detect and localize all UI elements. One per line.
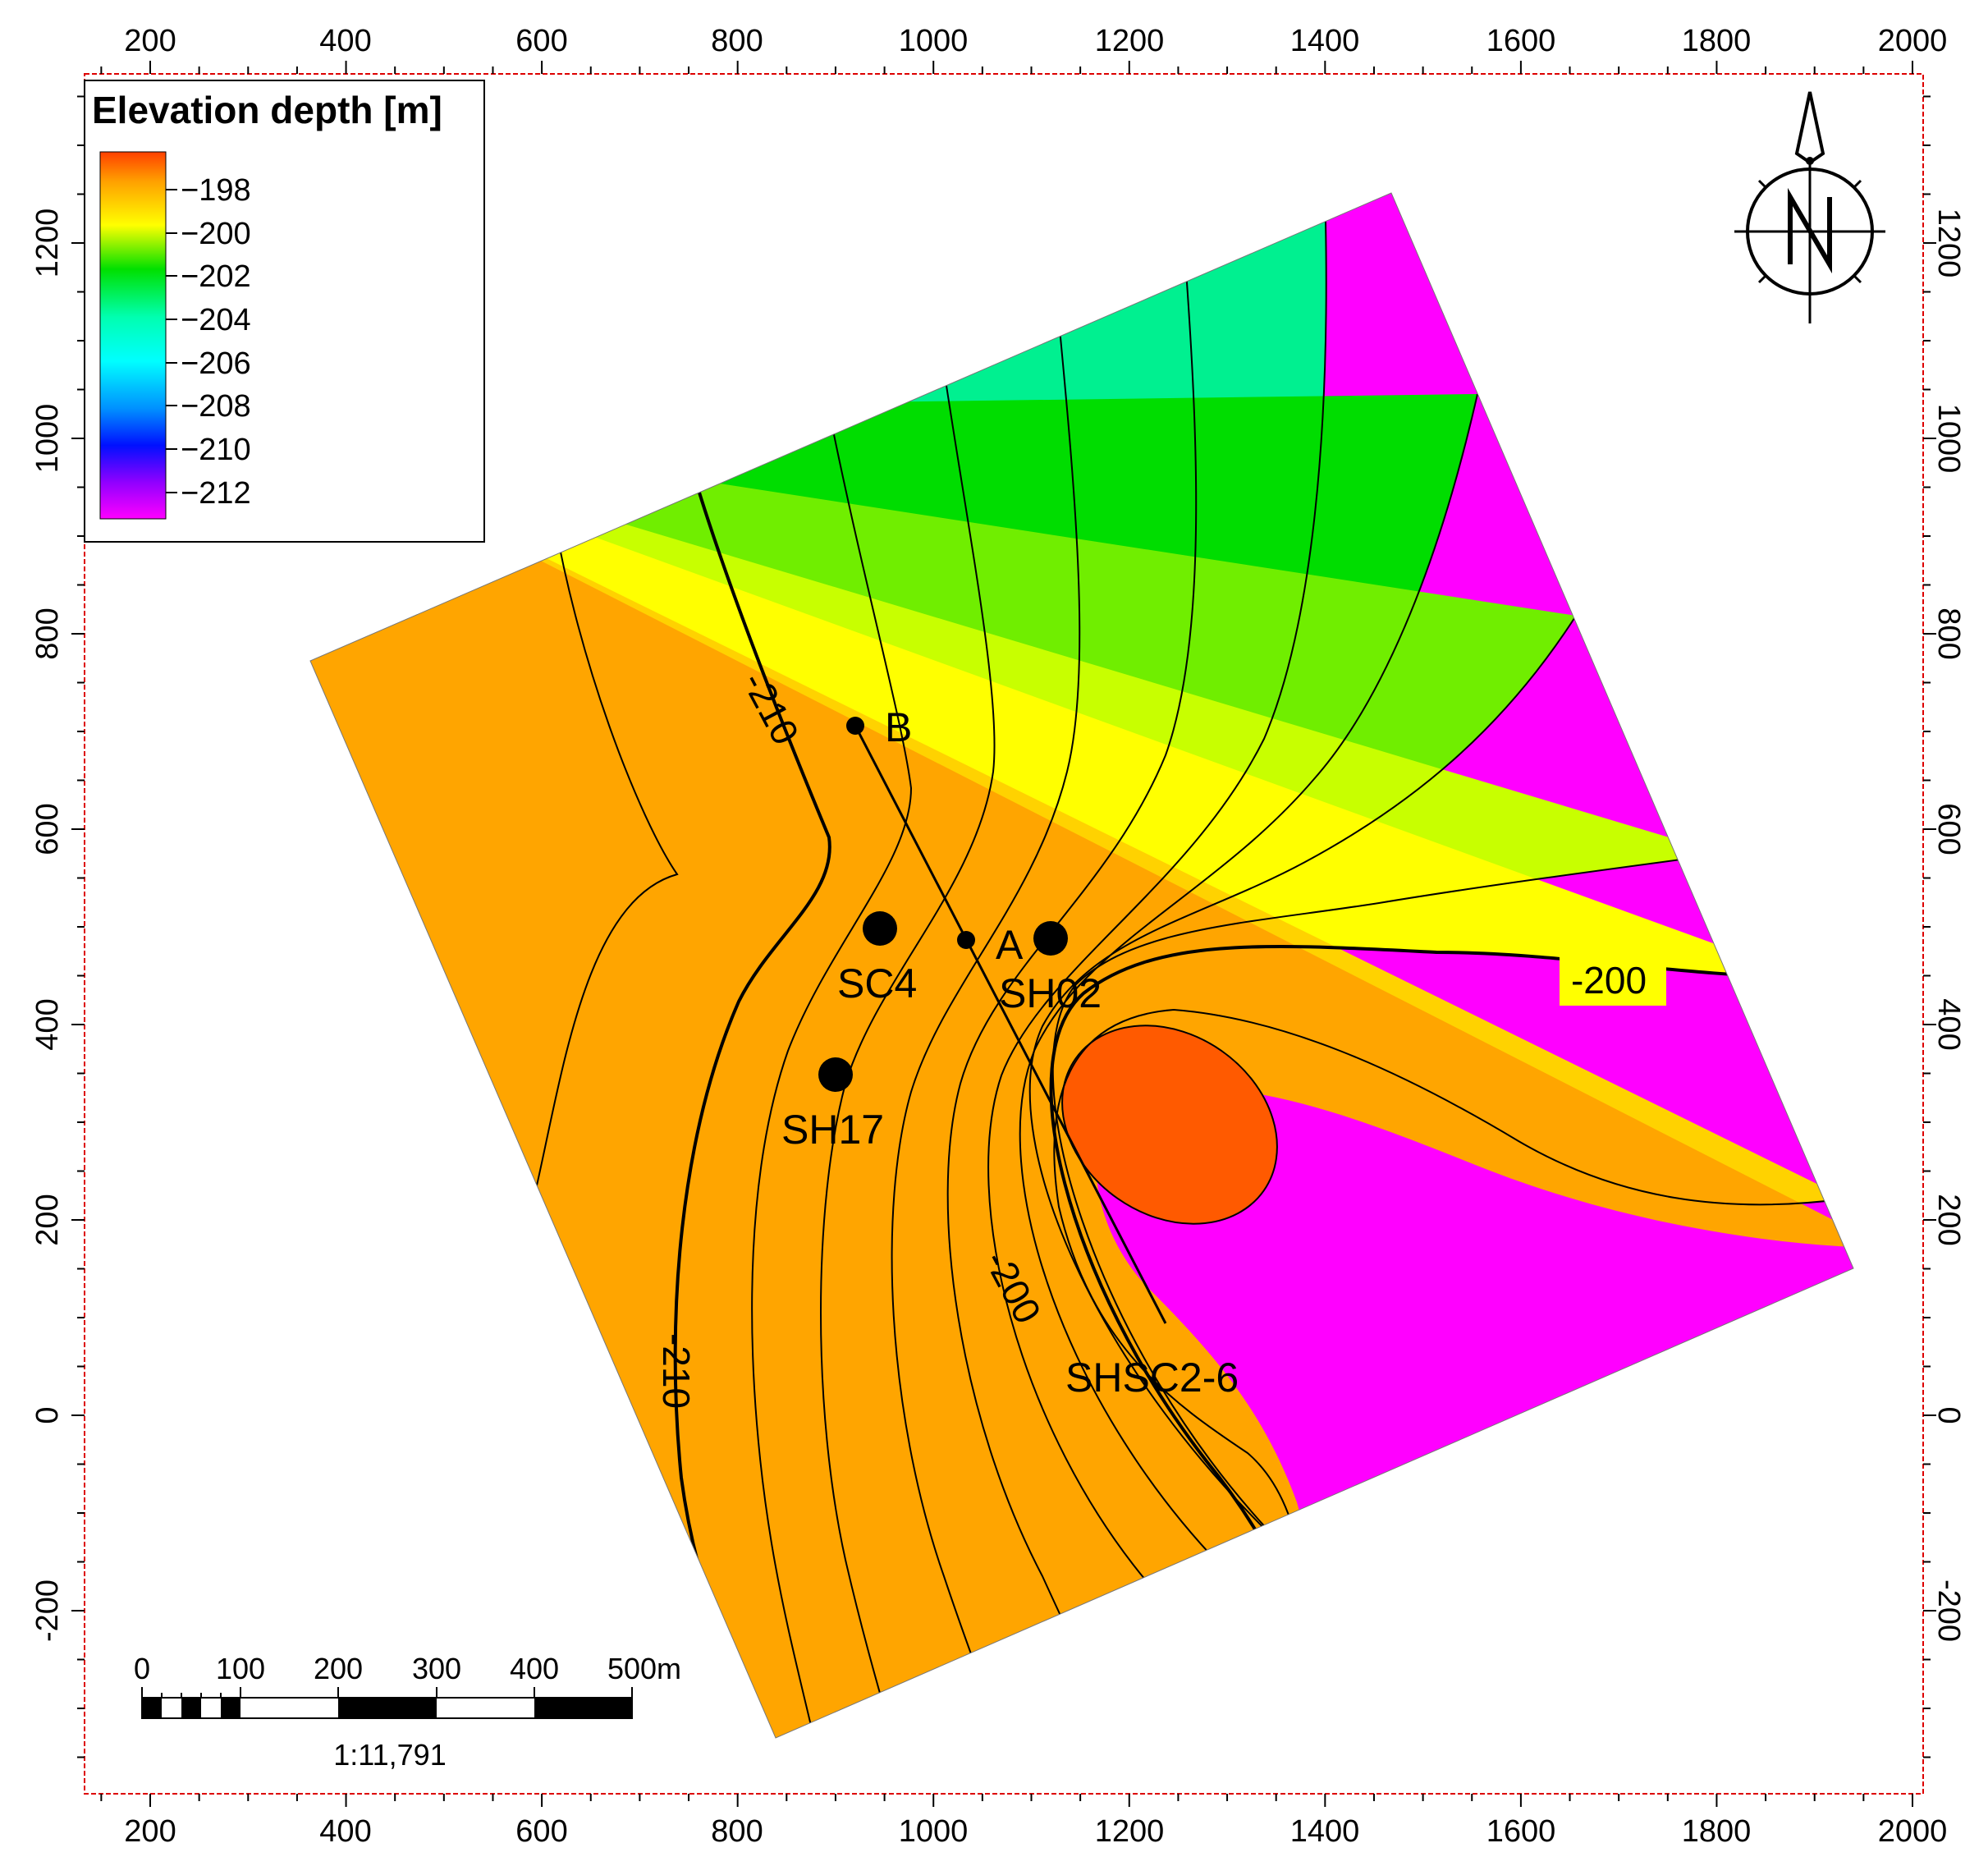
x-tick-top-400: 400: [319, 24, 371, 58]
y-tick-right--200: -200: [1931, 1579, 1966, 1642]
x-tick-top-1000: 1000: [899, 24, 969, 58]
x-tick-top-800: 800: [711, 24, 763, 58]
x-tick-top-1600: 1600: [1486, 24, 1556, 58]
legend: Elevation depth [m] −198 −200 −202 −204 …: [84, 80, 485, 543]
x-tick-bottom-200: 200: [124, 1814, 176, 1849]
legend-tick-210: −210: [181, 433, 251, 467]
y-tick-left-400: 400: [30, 998, 65, 1050]
x-tick-top-200: 200: [124, 24, 176, 58]
x-tick-bottom-400: 400: [319, 1814, 371, 1849]
y-tick-left-0: 0: [30, 1406, 65, 1424]
scale-label-400: 400: [510, 1652, 559, 1685]
scale-label-300: 300: [412, 1652, 461, 1685]
x-axis-bottom-labels: 200 400 600 800 1000 1200 1400 1600 1800…: [124, 1814, 1947, 1849]
y-axis-left-labels: -200 0 200 400 600 800 1000 1200: [30, 209, 65, 1642]
y-tick-left-1000: 1000: [30, 404, 65, 474]
y-tick-left-200: 200: [30, 1194, 65, 1245]
y-tick-right-1200: 1200: [1931, 209, 1966, 278]
north-arrow-icon: N: [1734, 91, 1885, 323]
y-tick-right-400: 400: [1931, 998, 1966, 1050]
map-frame: [71, 61, 1936, 1807]
y-tick-left-1200: 1200: [30, 209, 65, 278]
y-tick-right-0: 0: [1931, 1406, 1966, 1424]
x-tick-bottom-1400: 1400: [1290, 1814, 1360, 1849]
legend-title: Elevation depth [m]: [92, 89, 442, 131]
well-sh17-marker[interactable]: [818, 1057, 853, 1092]
legend-tick-202: −202: [181, 259, 251, 294]
section-end-label: A: [996, 922, 1024, 968]
scale-label-100: 100: [216, 1652, 265, 1685]
x-tick-top-1400: 1400: [1290, 24, 1360, 58]
y-tick-right-800: 800: [1931, 607, 1966, 659]
legend-tick-204: −204: [181, 303, 251, 337]
contour-label-200-right: -200: [1571, 959, 1647, 1002]
x-axis-top-labels: 200 400 600 800 1000 1200 1400 1600 1800…: [124, 24, 1947, 58]
scale-label-0: 0: [134, 1652, 150, 1685]
section-point-b[interactable]: [846, 717, 864, 735]
x-tick-top-1800: 1800: [1682, 24, 1752, 58]
legend-tick-208: −208: [181, 389, 251, 424]
well-sh02-label: SH02: [999, 970, 1102, 1016]
section-start-label: B: [885, 704, 912, 750]
legend-tick-212: −212: [181, 476, 251, 511]
y-tick-right-200: 200: [1931, 1194, 1966, 1245]
legend-tick-200: −200: [181, 217, 251, 251]
well-shsc2-6-label: SHSC2-6: [1065, 1355, 1239, 1401]
x-tick-bottom-1600: 1600: [1486, 1814, 1556, 1849]
x-tick-top-600: 600: [515, 24, 567, 58]
x-tick-bottom-800: 800: [711, 1814, 763, 1849]
x-tick-bottom-1000: 1000: [899, 1814, 969, 1849]
y-tick-right-1000: 1000: [1931, 404, 1966, 474]
x-tick-bottom-1200: 1200: [1095, 1814, 1165, 1849]
well-sh02-marker[interactable]: [1033, 921, 1068, 956]
x-tick-top-2000: 2000: [1878, 24, 1948, 58]
section-point-a[interactable]: [957, 931, 975, 949]
x-tick-top-1200: 1200: [1095, 24, 1165, 58]
y-tick-left-600: 600: [30, 803, 65, 855]
scale-label-500m: 500m: [607, 1652, 681, 1685]
section-line: [854, 725, 1167, 1324]
y-tick-left-800: 800: [30, 607, 65, 659]
well-sc4-label: SC4: [837, 961, 917, 1006]
band-red-orange: [1062, 1025, 1277, 1224]
well-sc4-marker[interactable]: [863, 911, 897, 946]
contour-label-210-lower: -210: [655, 1333, 698, 1409]
legend-color-bar: [99, 151, 167, 520]
x-tick-bottom-600: 600: [515, 1814, 567, 1849]
scale-ratio: 1:11,791: [333, 1738, 446, 1772]
x-tick-bottom-2000: 2000: [1878, 1814, 1948, 1849]
legend-tick-198: −198: [181, 173, 251, 208]
scale-label-200: 200: [314, 1652, 363, 1685]
wells-layer: B A SC4 SH02 SH17 SHSC2-6: [781, 704, 1239, 1401]
scale-bar: 0 100 200 300 400 500m 1:11,791: [134, 1652, 681, 1772]
legend-tick-206: −206: [181, 346, 251, 381]
y-axis-right-labels: -200 0 200 400 600 800 1000 1200: [1931, 209, 1966, 1642]
y-tick-left--200: -200: [30, 1579, 65, 1642]
x-tick-bottom-1800: 1800: [1682, 1814, 1752, 1849]
well-sh17-label: SH17: [781, 1107, 884, 1153]
y-tick-right-600: 600: [1931, 803, 1966, 855]
